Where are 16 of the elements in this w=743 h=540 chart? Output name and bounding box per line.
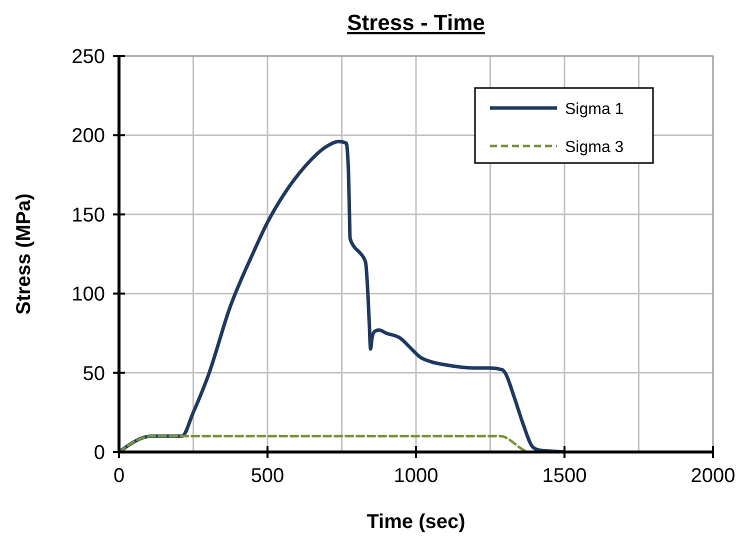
chart-title: Stress - Time [347, 10, 485, 35]
y-tick-label: 250 [72, 46, 105, 68]
x-tick-label: 1000 [394, 465, 438, 487]
x-tick-label: 1500 [542, 465, 587, 487]
y-tick-label: 150 [72, 204, 105, 226]
x-tick-label: 0 [113, 465, 125, 487]
y-tick-label: 100 [72, 284, 105, 306]
y-tick-label: 0 [94, 442, 105, 464]
y-tick-label: 200 [72, 125, 105, 148]
x-tick-label: 500 [250, 465, 284, 487]
y-tick-label: 50 [82, 362, 105, 385]
x-tick-label: 2000 [690, 465, 736, 487]
legend-label: Sigma 3 [565, 139, 624, 156]
x-axis-title: Time (sec) [366, 511, 466, 533]
legend-label: Sigma 1 [565, 101, 624, 118]
y-axis-title: Stress (MPa) [13, 193, 35, 315]
